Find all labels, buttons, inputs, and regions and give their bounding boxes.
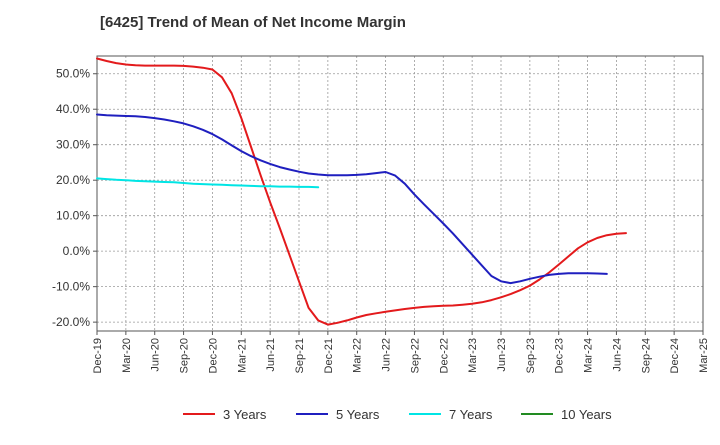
y-tick-label: -20.0% (52, 315, 90, 329)
x-tick-label: Jun-23 (496, 338, 508, 372)
x-tick-label: Sep-24 (640, 338, 652, 373)
x-tick-label: Jun-21 (265, 338, 277, 372)
series-line-3-years (96, 57, 627, 326)
x-tick-label: Mar-24 (583, 338, 595, 373)
x-tick-label: Sep-22 (409, 338, 421, 373)
y-tick-label: 0.0% (63, 244, 91, 258)
x-axis: Dec-19 Mar-20 Jun-20 Sep-20 Dec-20 Mar-21 Jun-… (92, 331, 710, 373)
legend-label-3-years: 3 Years (223, 407, 267, 422)
series-layer (96, 57, 627, 326)
series-line-7-years (96, 177, 320, 189)
x-tick-label: Jun-24 (611, 338, 623, 372)
y-tick-label: 30.0% (56, 138, 90, 152)
x-tick-label: Mar-22 (352, 338, 364, 373)
x-tick-label: Sep-20 (179, 338, 191, 373)
y-tick-label: 10.0% (56, 209, 90, 223)
x-tick-label: Dec-22 (438, 338, 450, 373)
x-tick-label: Dec-19 (92, 338, 104, 373)
x-tick-label: Dec-21 (323, 338, 335, 373)
x-tick-label: Mar-23 (467, 338, 479, 373)
x-tick-label: Sep-21 (294, 338, 306, 373)
legend-label-7-years: 7 Years (449, 407, 493, 422)
x-tick-label: Dec-20 (207, 338, 219, 373)
y-tick-label: 40.0% (56, 102, 90, 116)
chart-title: [6425] Trend of Mean of Net Income Margi… (100, 14, 406, 31)
y-tick-label: -10.0% (52, 280, 90, 294)
legend-label-10-years: 10 Years (561, 407, 612, 422)
x-tick-label: Jun-22 (381, 338, 393, 372)
x-tick-label: Dec-24 (669, 338, 681, 373)
series-line-5-years (96, 113, 608, 285)
plot-area (97, 56, 703, 331)
grid-layer (96, 55, 704, 332)
y-axis: 50.0% 40.0% 30.0% 20.0% 10.0% 0.0% -10.0% -20.0… (52, 67, 97, 329)
x-tick-label: Dec-23 (554, 338, 566, 373)
legend-label-5-years: 5 Years (336, 407, 380, 422)
x-tick-label: Mar-25 (698, 338, 710, 373)
x-tick-label: Mar-20 (121, 338, 133, 373)
plot-frame (96, 55, 704, 332)
y-tick-label: 50.0% (56, 67, 90, 81)
x-tick-label: Jun-20 (150, 338, 162, 372)
legend: 3 Years 5 Years 7 Years 10 Years (183, 407, 612, 422)
y-tick-label: 20.0% (56, 173, 90, 187)
x-tick-label: Mar-21 (236, 338, 248, 373)
x-tick-label: Sep-23 (525, 338, 537, 373)
